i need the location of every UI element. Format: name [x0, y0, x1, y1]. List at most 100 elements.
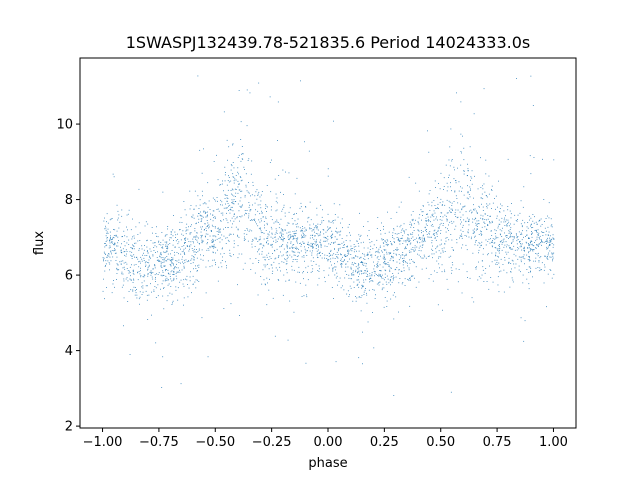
scatter-point	[335, 230, 336, 232]
scatter-point	[260, 230, 262, 232]
scatter-point	[418, 223, 420, 225]
scatter-point	[327, 213, 329, 215]
scatter-point	[411, 219, 413, 221]
scatter-point	[518, 265, 520, 267]
scatter-point	[225, 218, 227, 220]
scatter-point	[357, 283, 359, 285]
scatter-point	[534, 242, 535, 243]
scatter-point	[539, 238, 540, 240]
scatter-point	[513, 245, 515, 247]
scatter-point	[238, 210, 240, 212]
scatter-point	[363, 279, 364, 281]
scatter-point	[192, 250, 194, 251]
scatter-point	[145, 266, 146, 267]
scatter-point	[298, 248, 299, 250]
scatter-point	[155, 287, 157, 289]
scatter-point	[217, 227, 219, 229]
scatter-point	[286, 244, 288, 246]
scatter-point	[236, 216, 238, 218]
scatter-point	[133, 248, 135, 250]
scatter-point	[139, 273, 141, 275]
scatter-point	[351, 263, 353, 265]
scatter-point	[364, 255, 366, 257]
scatter-point	[112, 173, 114, 175]
scatter-point	[353, 264, 354, 266]
scatter-point	[485, 244, 487, 246]
scatter-point	[121, 271, 123, 273]
scatter-point	[235, 196, 236, 197]
scatter-point	[220, 199, 222, 201]
scatter-point	[293, 247, 295, 249]
scatter-point	[505, 241, 507, 243]
scatter-point	[226, 184, 228, 186]
scatter-point	[444, 243, 446, 245]
scatter-point	[161, 254, 162, 256]
scatter-point	[233, 233, 234, 235]
scatter-point	[474, 217, 476, 219]
scatter-point	[348, 224, 350, 225]
scatter-point	[275, 231, 277, 233]
scatter-point	[269, 96, 271, 98]
scatter-point	[391, 243, 393, 245]
scatter-point	[423, 237, 425, 239]
scatter-point	[532, 250, 534, 252]
scatter-point	[342, 261, 344, 263]
scatter-point	[428, 193, 430, 195]
scatter-point	[498, 244, 500, 246]
scatter-point	[432, 257, 433, 259]
scatter-point	[165, 234, 167, 236]
scatter-point	[371, 274, 373, 276]
scatter-point	[164, 280, 166, 282]
scatter-point	[270, 236, 272, 238]
scatter-point	[198, 248, 200, 250]
scatter-point	[341, 261, 343, 262]
scatter-point	[334, 214, 336, 215]
scatter-point	[404, 230, 405, 232]
scatter-point	[188, 226, 189, 228]
scatter-point	[161, 267, 163, 268]
scatter-point	[362, 264, 364, 266]
scatter-point	[310, 242, 312, 244]
scatter-point	[536, 232, 538, 234]
scatter-point	[316, 254, 318, 256]
scatter-point	[320, 239, 322, 241]
scatter-point	[543, 199, 545, 200]
scatter-point	[462, 244, 464, 246]
scatter-point	[413, 227, 415, 228]
scatter-point	[542, 232, 544, 233]
scatter-point	[392, 278, 394, 279]
scatter-point	[266, 237, 268, 239]
scatter-point	[471, 183, 473, 185]
scatter-point	[513, 263, 515, 265]
scatter-point	[248, 206, 250, 208]
scatter-point	[510, 217, 512, 219]
scatter-point	[311, 245, 312, 247]
scatter-point	[176, 278, 178, 280]
scatter-point	[445, 215, 447, 217]
scatter-point	[231, 206, 233, 208]
scatter-point	[237, 235, 239, 237]
scatter-point	[421, 241, 423, 243]
scatter-point	[144, 245, 145, 246]
scatter-point	[460, 219, 461, 221]
scatter-point	[182, 256, 183, 258]
scatter-point	[387, 211, 388, 213]
scatter-point	[263, 279, 265, 281]
scatter-point	[165, 280, 167, 281]
scatter-point	[504, 225, 506, 226]
scatter-point	[491, 245, 493, 247]
scatter-point	[183, 259, 185, 261]
scatter-point	[190, 205, 192, 206]
scatter-point	[291, 236, 293, 237]
scatter-point	[183, 245, 185, 247]
scatter-point	[235, 192, 237, 194]
scatter-point	[476, 228, 478, 230]
scatter-point	[434, 236, 436, 238]
scatter-point	[489, 215, 491, 217]
scatter-point	[437, 231, 439, 232]
scatter-point	[365, 270, 367, 272]
scatter-point	[166, 241, 168, 243]
scatter-point	[179, 281, 181, 283]
scatter-point	[217, 179, 219, 181]
scatter-point	[386, 283, 388, 285]
